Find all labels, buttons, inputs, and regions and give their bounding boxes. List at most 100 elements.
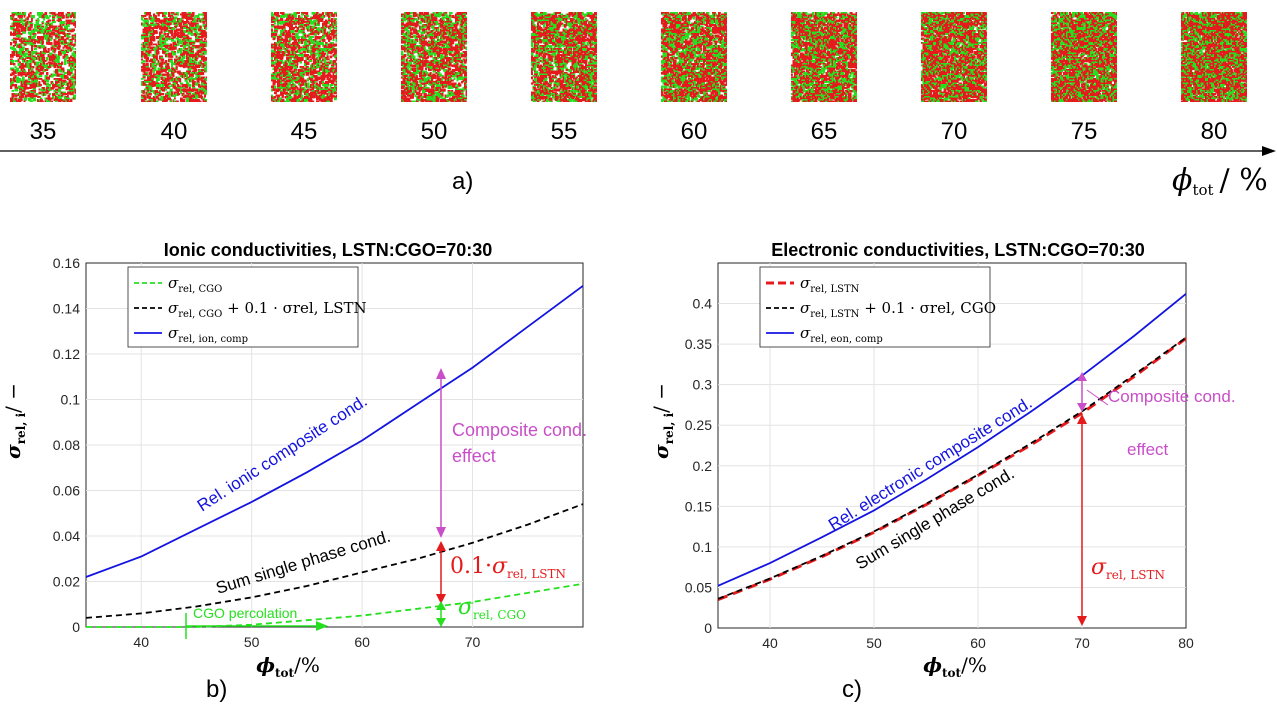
strip-label-35: 35: [29, 118, 57, 145]
b-ytick-label: 0.1: [61, 392, 81, 408]
b-ytick-label: 0.16: [53, 255, 80, 271]
b-legend-label-main: σ: [168, 324, 179, 342]
lstn-arrowhead-bottom-c: [1077, 616, 1087, 626]
lstn-label-c: σrel, LSTN: [1091, 555, 1165, 582]
panel-label-c: c): [842, 676, 862, 703]
c-xtick-label: 70: [1074, 635, 1090, 651]
strip-axis-label-main: ϕ: [1172, 163, 1192, 198]
lstn-arrowhead-bottom-b: [436, 594, 446, 604]
effect-arrowhead-bottom-b: [436, 527, 446, 538]
effect-pointer-c: [1086, 389, 1109, 406]
b-legend-label-sub: rel, CGO: [178, 309, 222, 320]
strip-label-75: 75: [1070, 118, 1098, 145]
strip-label-60: 60: [680, 118, 708, 145]
b-ytick-label: 0.14: [53, 301, 80, 317]
c-legend-label-0: σrel, LSTN: [800, 274, 860, 295]
percolation-arrowhead: [316, 621, 328, 631]
chart-b-xlabel-main: ϕ: [256, 653, 275, 677]
strip-label-50: 50: [420, 118, 448, 145]
c-xtick-label: 50: [866, 635, 882, 651]
c-series-line-1: [717, 336, 1187, 600]
chart-b-ylabel-unit: / −: [1, 383, 25, 413]
microstructure-tile: [1051, 12, 1120, 105]
b-legend-label-0: σrel, CGO: [168, 274, 222, 295]
strip-label-45: 45: [290, 118, 318, 145]
c-legend-label-sub: rel, LSTN: [810, 309, 859, 320]
lstn-arrowhead-top-c: [1077, 414, 1087, 424]
cgo-arrowhead-bottom-b: [436, 618, 446, 627]
microstructure-tile: [531, 12, 600, 105]
c-legend-label-sub: rel, eon, comp: [810, 334, 883, 345]
chart-c-ylabel-main: σ: [649, 444, 673, 459]
chart-c-title: Electronic conductivities, LSTN:CGO=70:3…: [771, 240, 1145, 260]
b-xtick-label: 40: [133, 634, 149, 650]
c-legend-label-1: σrel, LSTN + 0.1 · σrel, CGO: [800, 299, 996, 320]
c-legend-label-tail: + 0.1 · σrel, CGO: [859, 299, 996, 317]
chart-b-series: [85, 285, 584, 628]
c-xtick-label: 80: [1178, 635, 1194, 651]
panel-label-b: b): [206, 676, 228, 703]
lstn-arrowhead-top-b: [436, 541, 446, 551]
chart-c-xlabel-main: ϕ: [923, 653, 942, 677]
chart-c-series: [717, 293, 1187, 601]
b-ytick-label: 0.06: [53, 483, 80, 499]
microstructure-tile: [271, 12, 340, 105]
b-xtick-label: 50: [244, 634, 260, 650]
c-legend-box: [759, 266, 991, 348]
microstructure-tile: [10, 12, 79, 105]
b-series-line-0: [86, 582, 584, 628]
effect-arrowhead-top-c: [1077, 372, 1087, 381]
b-legend-label-main: σ: [168, 274, 179, 292]
effect-arrowhead-top-b: [436, 368, 446, 379]
chart-b-ylabel: σrel, i/ −: [1, 383, 28, 459]
c-ytick-label: 0.1: [693, 539, 713, 555]
cgo-label-b: σrel, CGO: [458, 595, 526, 622]
strip-label-55: 55: [550, 118, 578, 145]
b-legend-label-sub: rel, CGO: [178, 284, 222, 295]
strip-label-65: 65: [810, 118, 838, 145]
c-legend-label-main: σ: [800, 324, 811, 342]
strip-label-70: 70: [940, 118, 968, 145]
chart-b-xlabel-sub: tot: [275, 666, 295, 680]
b-legend-label-sub: rel, ion, comp: [178, 334, 248, 345]
lstn-label-c-main: σ: [1091, 555, 1107, 580]
b-legend-box: [127, 266, 359, 348]
chart-c-ylabel: σrel, i/ −: [649, 383, 676, 459]
chart-b-axis-labels: ϕtot/% σrel, i/ −: [1, 383, 320, 680]
microstructure-tile: [401, 12, 470, 105]
microstructure-tile: [921, 12, 990, 105]
effect-label-line1-b: Composite cond.: [452, 420, 587, 440]
black-curve-label-c: Sum single phase cond.: [852, 464, 1017, 574]
b-xtick-label: 70: [465, 634, 481, 650]
strip-label-80: 80: [1200, 118, 1228, 145]
c-ytick-label: 0.35: [685, 336, 712, 352]
chart-b-xlabel-unit: /%: [294, 653, 320, 677]
strip-axis-label-sub: tot: [1192, 181, 1213, 199]
c-legend-label-2: σrel, eon, comp: [800, 324, 883, 345]
effect-arrowhead-bottom-c: [1077, 403, 1087, 412]
chart-b-ylabel-main: σ: [1, 444, 25, 459]
c-ytick-label: 0.05: [685, 579, 712, 595]
strip-label-40: 40: [160, 118, 188, 145]
b-ytick-label: 0.08: [53, 437, 80, 453]
lstn-label-b-main: σ: [492, 554, 508, 579]
b-xtick-label: 60: [354, 634, 370, 650]
c-legend-label-main: σ: [800, 299, 811, 317]
b-ytick-label: 0.12: [53, 346, 80, 362]
c-ytick-label: 0.3: [693, 377, 713, 393]
b-series-line-2: [85, 285, 584, 578]
chart-c-ylabel-unit: / −: [649, 383, 673, 413]
b-legend-label-2: σrel, ion, comp: [168, 324, 248, 345]
strip-axis-arrowhead: [1262, 146, 1276, 156]
panel-label-a: a): [452, 168, 474, 195]
c-xtick-label: 40: [762, 635, 778, 651]
b-series-line-1: [85, 503, 584, 619]
chart-c-xlabel: ϕtot/%: [923, 653, 987, 680]
lstn-label-c-sub: rel, LSTN: [1106, 568, 1165, 582]
chart-c-axis-labels: ϕtot/% σrel, i/ −: [649, 383, 987, 680]
chart-c-xlabel-unit: /%: [961, 653, 987, 677]
microstructure-tile: [791, 12, 860, 105]
